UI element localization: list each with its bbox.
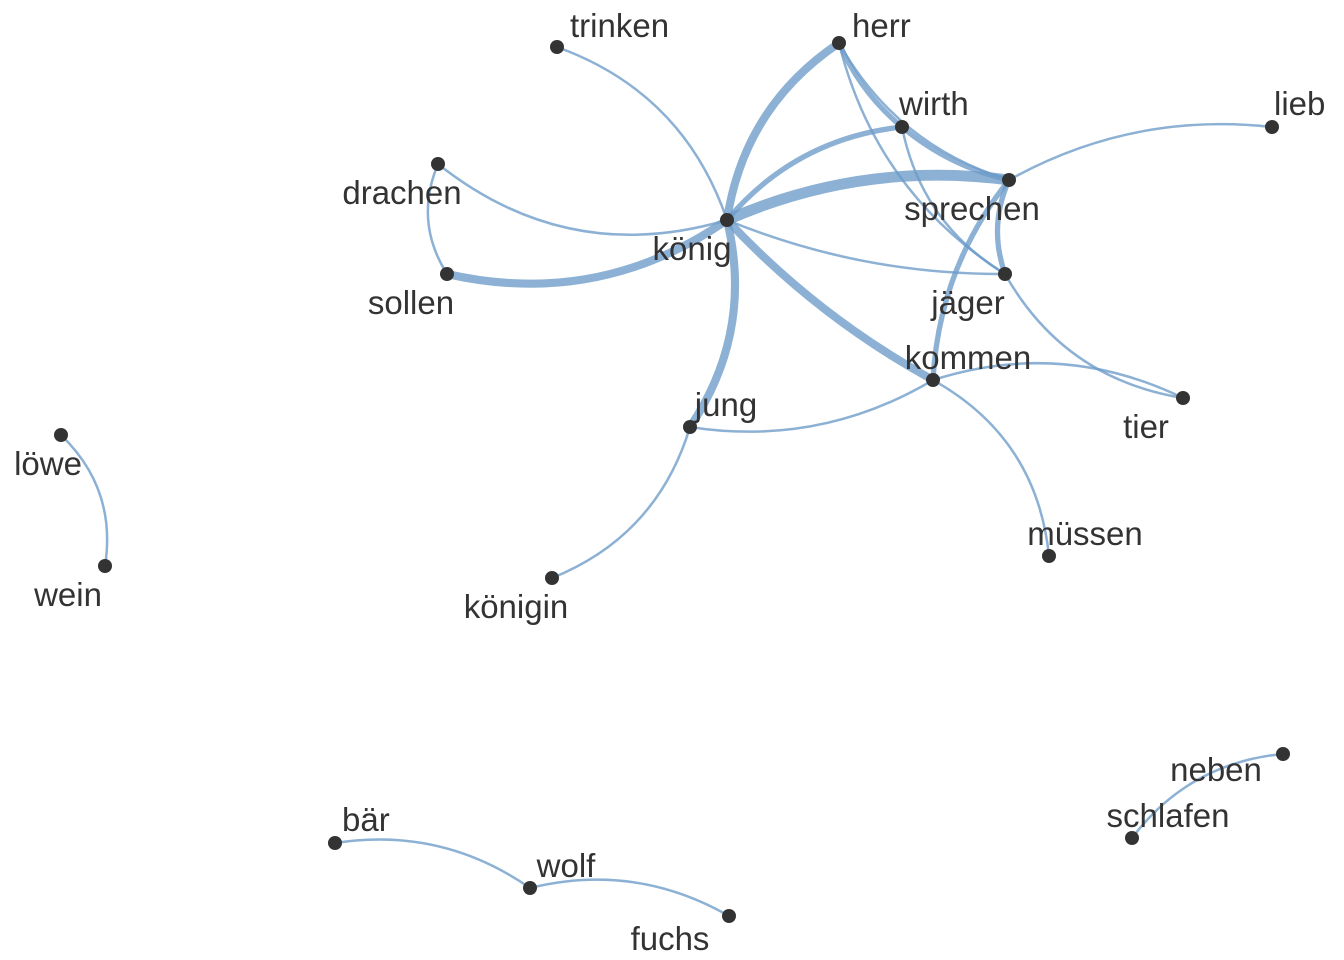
node-lieb	[1265, 120, 1279, 134]
edge-koenig-jaeger	[725, 218, 1007, 276]
node-koenig	[720, 213, 734, 227]
edge-sprechen-jaeger	[994, 177, 1012, 277]
node-label-wein: wein	[33, 576, 102, 613]
edge-kommen-tier	[931, 361, 1185, 400]
edge-sprechen-lieb	[1007, 122, 1274, 182]
edge-kommen-muessen	[931, 378, 1051, 558]
node-muessen	[1042, 549, 1056, 563]
edge-wirth-sprechen	[899, 124, 1012, 183]
edge-drachen-sollen	[426, 162, 449, 276]
node-label-schlafen: schlafen	[1107, 797, 1230, 834]
node-label-sprechen: sprechen	[904, 190, 1040, 227]
edge-jaeger-tier	[1003, 272, 1185, 400]
node-koenigin	[545, 571, 559, 585]
edge-kommen-jung	[688, 378, 935, 433]
node-jaeger	[998, 267, 1012, 281]
node-label-tier: tier	[1123, 408, 1169, 445]
node-schlafen	[1125, 831, 1139, 845]
node-drachen	[431, 157, 445, 171]
edge-loewe-wein	[59, 433, 109, 568]
edges-layer	[59, 38, 1285, 918]
node-label-sollen: sollen	[368, 284, 454, 321]
node-label-drachen: drachen	[342, 174, 461, 211]
edge-koenig-sprechen	[721, 169, 1015, 226]
node-label-trinken: trinken	[570, 7, 669, 44]
node-wein	[98, 559, 112, 573]
nodes-layer	[54, 36, 1290, 923]
node-baer	[328, 836, 342, 850]
edge-koenig-drachen	[436, 162, 729, 236]
node-label-neben: neben	[1170, 751, 1262, 788]
node-label-wirth: wirth	[898, 85, 969, 122]
node-sollen	[440, 267, 454, 281]
node-label-kommen: kommen	[905, 339, 1032, 376]
node-trinken	[550, 40, 564, 54]
edge-wirth-jaeger	[900, 125, 1007, 276]
node-wolf	[523, 881, 537, 895]
node-fuchs	[722, 909, 736, 923]
edge-koenig-wirth	[724, 124, 905, 223]
edge-sprechen-kommen	[930, 177, 1012, 383]
edge-koenig-sollen	[442, 215, 732, 288]
edge-herr-jaeger	[837, 41, 1007, 276]
node-label-lieb: lieb	[1274, 85, 1325, 122]
node-label-wolf: wolf	[536, 847, 597, 884]
node-wirth	[895, 120, 909, 134]
edge-koenig-kommen	[722, 215, 938, 385]
node-label-koenigin: königin	[464, 588, 569, 625]
edge-jung-koenigin	[550, 425, 692, 580]
node-label-muessen: müssen	[1027, 515, 1143, 552]
node-neben	[1276, 747, 1290, 761]
node-label-jaeger: jäger	[930, 284, 1004, 321]
edge-baer-wolf	[333, 838, 532, 890]
edge-koenig-jung	[685, 215, 739, 432]
edge-neben-schlafen	[1130, 752, 1285, 840]
node-kommen	[926, 373, 940, 387]
node-label-fuchs: fuchs	[631, 920, 710, 957]
node-loewe	[54, 428, 68, 442]
node-tier	[1176, 391, 1190, 405]
node-sprechen	[1002, 173, 1016, 187]
node-label-koenig: könig	[653, 230, 732, 267]
edge-wolf-fuchs	[528, 878, 731, 918]
node-label-herr: herr	[852, 7, 911, 44]
node-label-baer: bär	[342, 801, 390, 838]
edge-koenig-trinken	[555, 45, 729, 222]
node-label-loewe: löwe	[14, 445, 82, 482]
node-herr	[832, 36, 846, 50]
labels-layer: trinken herr wirth lieb drachen sprechen könig…	[14, 7, 1325, 957]
edge-koenig-herr	[722, 38, 844, 225]
node-jung	[683, 420, 697, 434]
node-label-jung: jung	[694, 386, 757, 423]
